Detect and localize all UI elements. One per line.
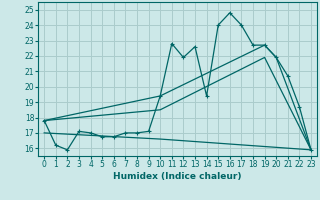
- X-axis label: Humidex (Indice chaleur): Humidex (Indice chaleur): [113, 172, 242, 181]
